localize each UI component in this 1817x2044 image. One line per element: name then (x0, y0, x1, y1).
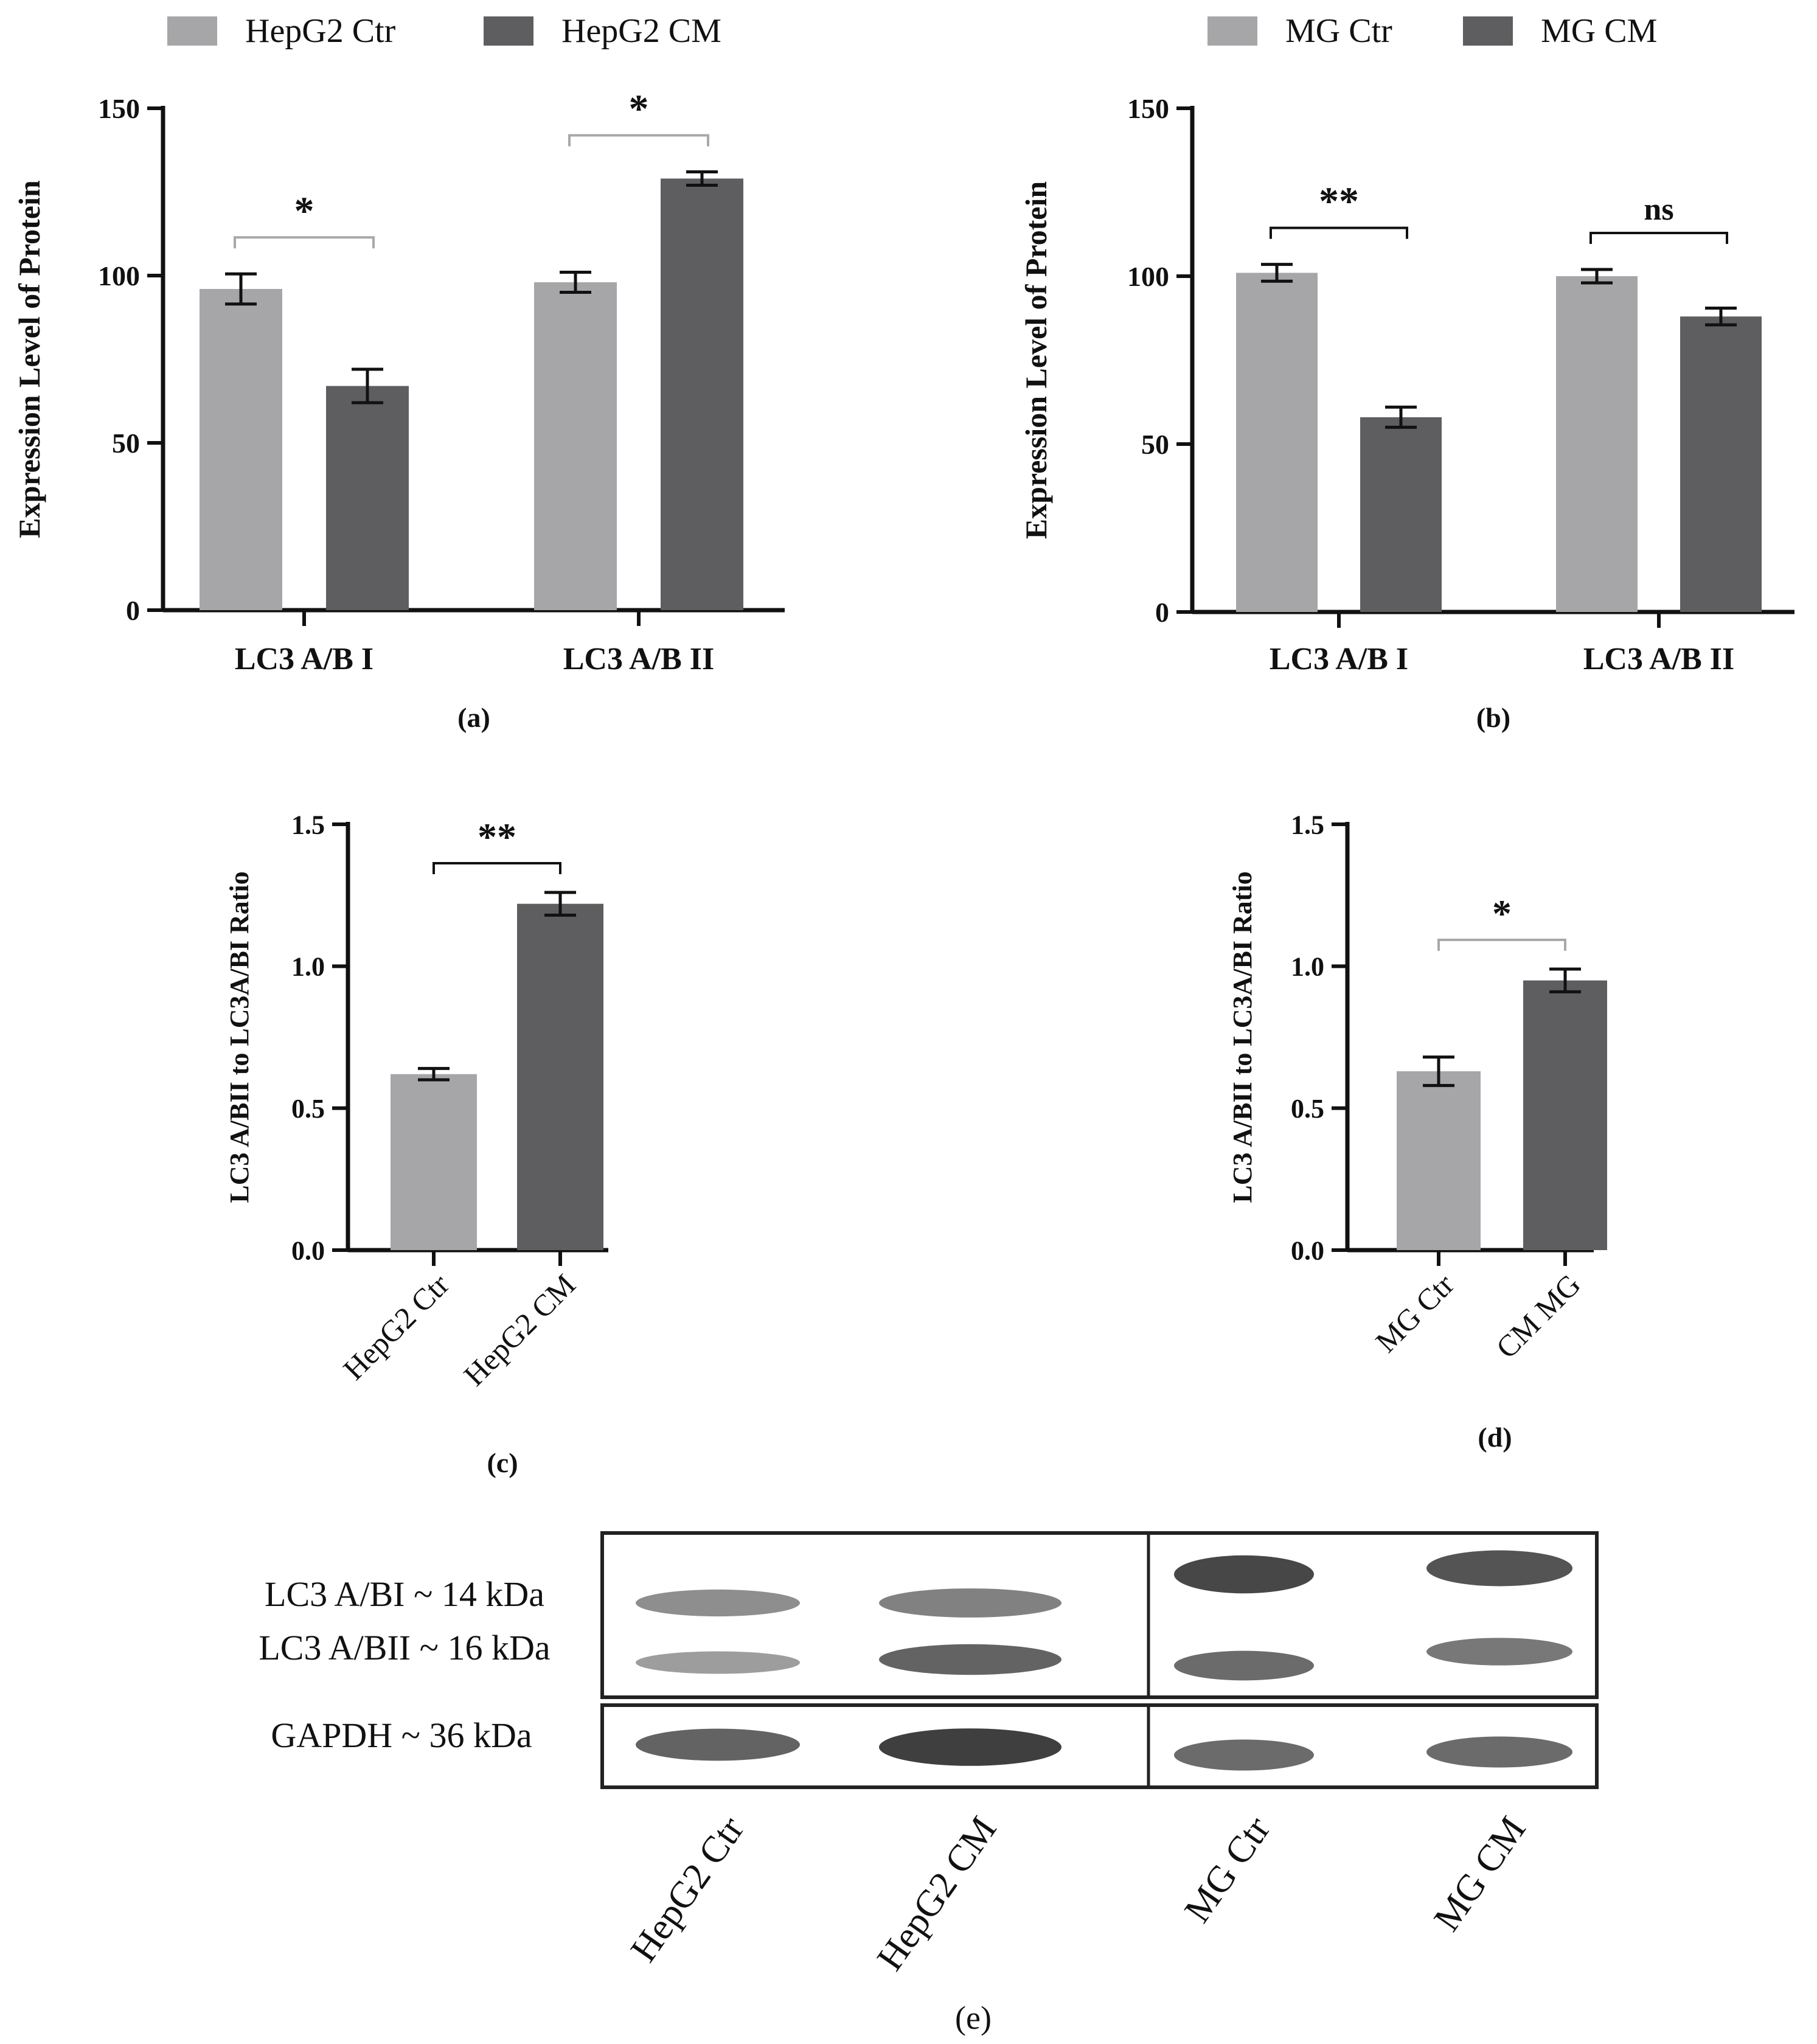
chart-panel-d: 0.0 0.5 1.0 1.5 LC3 A/BII to LC3A/BI Ratio MG… (1228, 810, 1607, 1453)
bar (1397, 1071, 1481, 1250)
bar (1680, 316, 1762, 612)
y-tick-label: 1.5 (1291, 810, 1324, 839)
band-gapdh (1426, 1736, 1572, 1768)
y-axis-label: Expression Level of Protein (12, 180, 46, 538)
significance-label: ** (478, 815, 516, 858)
significance-label: * (1492, 892, 1512, 935)
panel-label: (d) (1478, 1422, 1512, 1453)
y-tick-label: 1.0 (291, 952, 325, 982)
band-lc3-i (1426, 1550, 1572, 1587)
y-tick-label: 0.0 (291, 1236, 325, 1265)
band-gapdh (879, 1728, 1061, 1766)
x-tick-label: CM MG (1489, 1267, 1586, 1364)
blot-row-label: GAPDH ~ 36 kDa (271, 1715, 532, 1755)
legend-label: MG CM (1541, 12, 1657, 50)
blot-row-label: LC3 A/BI ~ 14 kDa (265, 1574, 544, 1614)
significance-bracket (568, 134, 709, 147)
legend-label: HepG2 CM (561, 12, 721, 50)
significance-bracket (1589, 231, 1728, 244)
significance-label: ** (1319, 179, 1359, 224)
blot-row-label: LC3 A/BII ~ 16 kDa (259, 1628, 550, 1667)
y-axis-label: LC3 A/BII to LC3A/BI Ratio (224, 871, 254, 1203)
significance-label: * (629, 87, 649, 131)
significance-bracket (1270, 226, 1408, 239)
y-tick-label: 0.5 (291, 1094, 325, 1124)
bar (661, 178, 743, 610)
bar (517, 903, 603, 1250)
significance-label: * (294, 189, 314, 233)
x-tick-label: LC3 A/B I (235, 642, 373, 676)
y-tick-label: 100 (1127, 261, 1169, 292)
x-tick-label: LC3 A/B II (1583, 642, 1735, 676)
panel-label: (a) (457, 702, 490, 733)
bar (1360, 417, 1442, 612)
band-gapdh (1174, 1739, 1314, 1771)
y-axis-label: LC3 A/BII to LC3A/BI Ratio (1228, 871, 1257, 1203)
bar (326, 386, 409, 610)
chart-panel-c: 0.0 0.5 1.0 1.5 LC3 A/BII to LC3A/BI Ratio He… (224, 810, 608, 1478)
x-tick-label: HepG2 CM (457, 1267, 582, 1392)
bar (391, 1074, 477, 1250)
band-lc3-i (636, 1589, 800, 1617)
band-lc3-ii (1174, 1650, 1314, 1681)
bar (534, 282, 617, 610)
legend-label: HepG2 Ctr (245, 12, 396, 50)
bar (200, 289, 282, 610)
panel-label: (b) (1476, 702, 1510, 733)
y-tick-label: 0.0 (1291, 1236, 1324, 1265)
y-tick-label: 50 (1141, 429, 1169, 460)
legend-swatch (1207, 16, 1257, 46)
band-lc3-ii (879, 1644, 1061, 1675)
significance-bracket (433, 862, 561, 874)
band-lc3-i (1174, 1555, 1314, 1594)
western-blot-panel: LC3 A/BI ~ 14 kDa LC3 A/BII ~ 16 kDa GAPDH… (259, 1531, 1599, 2036)
y-tick-label: 0 (126, 595, 140, 626)
legend-swatch (1463, 16, 1513, 46)
legend-swatch (167, 16, 217, 46)
y-tick-label: 50 (112, 428, 140, 459)
y-tick-label: 150 (98, 93, 140, 124)
bar (1523, 980, 1607, 1250)
y-tick-label: 1.5 (291, 810, 325, 839)
band-lc3-i (879, 1588, 1061, 1618)
panel-label: (c) (487, 1447, 518, 1478)
y-tick-label: 150 (1127, 93, 1169, 124)
chart-panel-b: 0 50 100 150 Expression Level of Protein MG C… (1019, 12, 1794, 733)
blot-lane-label: HepG2 Ctr (623, 1809, 752, 1970)
chart-panel-a: 0 50 100 150 Expression Level of Protein HepG… (12, 12, 785, 733)
band-gapdh (636, 1728, 800, 1761)
panel-label: (e) (955, 2000, 992, 2036)
y-tick-label: 0 (1155, 597, 1169, 628)
bar (1236, 273, 1318, 613)
band-lc3-ii (1426, 1638, 1572, 1666)
legend-swatch (484, 16, 533, 46)
blot-lane-label: MG CM (1426, 1809, 1534, 1939)
blot-lane-label: HepG2 CM (869, 1809, 1005, 1978)
significance-label: ns (1644, 192, 1673, 227)
legend-label: MG Ctr (1285, 12, 1392, 50)
y-tick-label: 100 (98, 260, 140, 291)
bar (1556, 276, 1638, 612)
blot-lc3-membrane (600, 1531, 1599, 1699)
x-tick-label: HepG2 Ctr (336, 1267, 456, 1386)
blot-lane-label: MG Ctr (1176, 1809, 1279, 1930)
x-tick-label: MG Ctr (1369, 1267, 1461, 1359)
significance-bracket (234, 236, 375, 249)
band-lc3-ii (636, 1651, 800, 1674)
x-tick-label: LC3 A/B II (563, 642, 715, 676)
y-tick-label: 0.5 (1291, 1094, 1324, 1124)
significance-bracket (1437, 939, 1566, 951)
y-axis-label: Expression Level of Protein (1019, 181, 1053, 540)
y-tick-label: 1.0 (1291, 952, 1324, 982)
blot-gapdh-membrane (600, 1703, 1599, 1789)
x-tick-label: LC3 A/B I (1270, 642, 1408, 676)
